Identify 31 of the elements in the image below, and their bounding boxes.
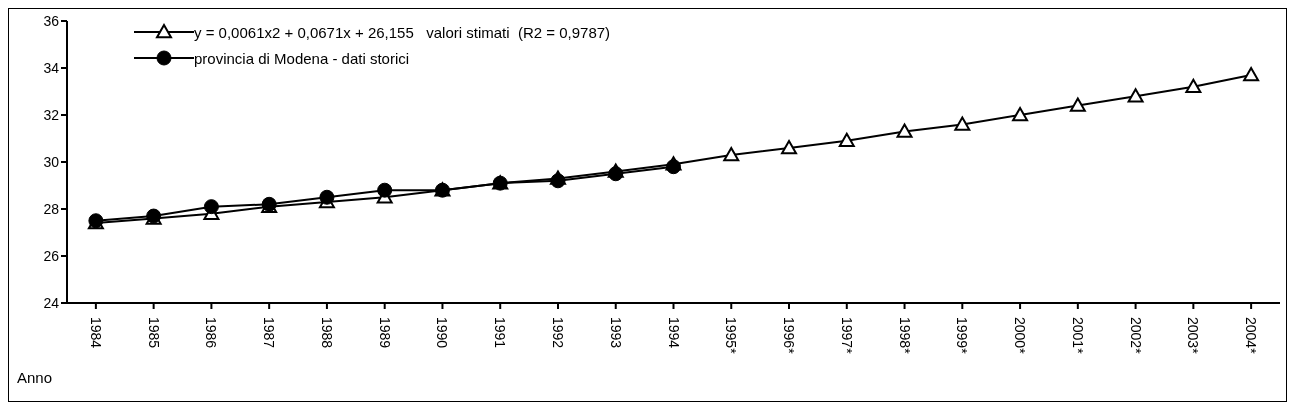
x-tick-label: 2002* [1127, 317, 1144, 355]
x-tick-label: 2000* [1012, 317, 1029, 355]
y-tick-label: 24 [43, 294, 60, 311]
x-tick-label: 1984 [87, 317, 104, 349]
legend-label: provincia di Modena - dati storici [194, 49, 410, 67]
x-tick-label: 1985 [145, 317, 162, 349]
y-tick-label: 28 [43, 200, 60, 217]
x-tick-label: 2001* [1069, 317, 1086, 355]
x-tick-label: 1993 [607, 317, 624, 349]
legend-label: y = 0,0061x2 + 0,0671x + 26,155 valori stimati (R2 = 0,9787) [194, 23, 611, 41]
x-tick-label: 1991 [492, 317, 509, 349]
y-tick-label: 32 [43, 106, 60, 123]
x-tick-label: 1997* [838, 317, 855, 355]
x-tick-label: 1986 [203, 317, 220, 349]
y-tick-label: 30 [43, 153, 60, 170]
x-tick-label: 2003* [1185, 317, 1202, 355]
y-tick-label: 34 [43, 59, 60, 76]
x-tick-label: 1989 [376, 317, 393, 349]
x-tick-label: 1995* [723, 317, 740, 355]
x-tick-label: 1990 [434, 317, 451, 349]
x-tick-label: 1999* [954, 317, 971, 355]
x-tick-label: 1996* [781, 317, 798, 355]
x-tick-label: 1987 [261, 317, 278, 349]
x-axis-title: Anno [17, 369, 53, 386]
x-tick-label: 1998* [896, 317, 913, 355]
x-tick-label: 2004* [1243, 317, 1260, 355]
x-tick-label: 1988 [318, 317, 335, 349]
y-tick-label: 36 [43, 12, 60, 29]
x-tick-label: 1994 [665, 317, 682, 349]
y-tick-label: 26 [43, 247, 60, 264]
x-tick-label: 1992 [549, 317, 566, 349]
